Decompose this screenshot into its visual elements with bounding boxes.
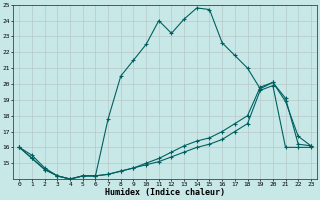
X-axis label: Humidex (Indice chaleur): Humidex (Indice chaleur) — [105, 188, 225, 197]
